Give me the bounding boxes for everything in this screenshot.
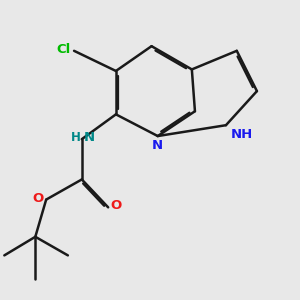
Text: H: H (70, 131, 80, 144)
Text: N: N (83, 131, 94, 144)
Text: N: N (152, 139, 163, 152)
Text: O: O (111, 199, 122, 212)
Text: NH: NH (231, 128, 253, 141)
Text: Cl: Cl (57, 43, 71, 56)
Text: O: O (32, 191, 44, 205)
